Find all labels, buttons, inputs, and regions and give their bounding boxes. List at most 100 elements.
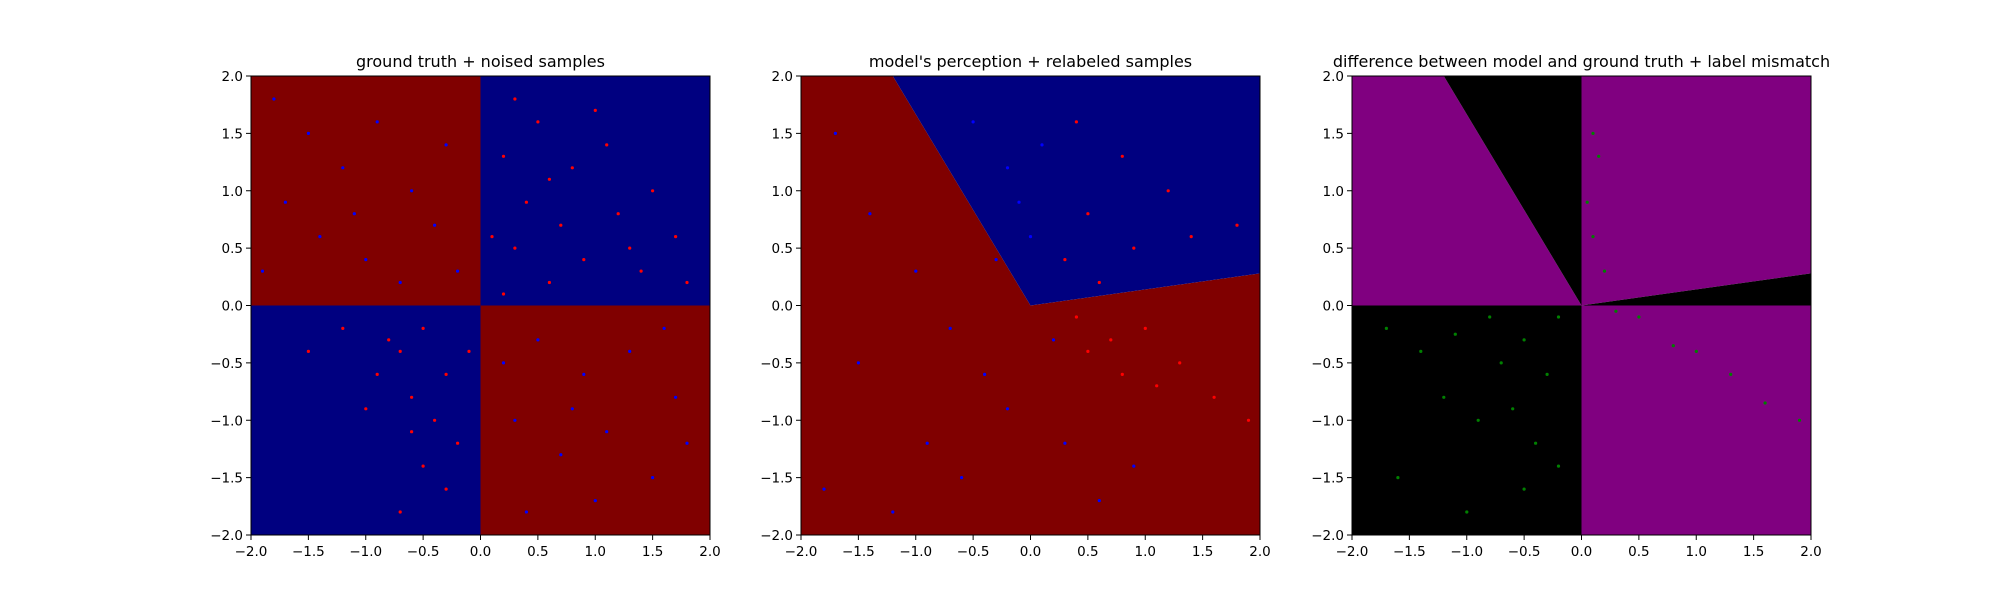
scatter-point-green-23 xyxy=(1522,487,1526,491)
panel-difference: −2.0−2.0 −1.5 −1.5 −1.0 −1.0 −0.5 −0.5 0.0 0.0 0.… xyxy=(1311,52,1830,560)
y-tick-label: −1.5 xyxy=(1311,471,1344,487)
scatter-point-blue-6 xyxy=(833,131,838,135)
scatter-point-red-2 xyxy=(501,154,506,158)
scatter-point-red-6 xyxy=(524,200,529,204)
scatter-point-red-0 xyxy=(1074,120,1078,124)
scatter-point-blue-16 xyxy=(1097,499,1101,503)
y-tick-label: 1.0 xyxy=(1323,184,1344,200)
x-tick-label: −2.0 xyxy=(235,544,268,560)
x-tick-label: −0.5 xyxy=(957,544,990,560)
scatter-point-red-23 xyxy=(410,395,414,399)
x-tick-label: 0.0 xyxy=(470,544,491,560)
scatter-point-red-32 xyxy=(467,349,471,353)
scatter-point-green-21 xyxy=(1476,418,1480,422)
scatter-point-red-4 xyxy=(1132,246,1136,250)
x-tick-label: 0.0 xyxy=(1020,544,1041,560)
x-tick-label: 1.0 xyxy=(1686,544,1707,560)
scatter-point-red-15 xyxy=(685,280,689,285)
y-tick-label: 0.5 xyxy=(772,241,793,257)
scatter-point-blue-7 xyxy=(318,235,322,239)
x-tick-label: −1.0 xyxy=(349,544,382,560)
scatter-point-red-3 xyxy=(570,166,574,170)
region-blue-1 xyxy=(480,76,710,306)
panel-title: model's perception + relabeled samples xyxy=(869,52,1192,71)
scatter-point-blue-13 xyxy=(856,361,861,365)
region-black-3 xyxy=(1581,273,1811,306)
y-tick-label: 0.5 xyxy=(1323,241,1344,257)
scatter-point-green-4 xyxy=(1602,269,1607,273)
y-tick-label: 1.5 xyxy=(1323,126,1344,142)
scatter-point-green-17 xyxy=(1384,326,1388,330)
y-tick-label: 0.5 xyxy=(222,241,243,257)
scatter-point-red-13 xyxy=(547,280,552,285)
scatter-point-blue-6 xyxy=(283,200,287,204)
y-tick-label: −0.5 xyxy=(760,356,793,372)
scatter-point-red-30 xyxy=(410,430,414,434)
y-tick-label: 1.5 xyxy=(222,126,243,142)
scatter-point-red-31 xyxy=(341,326,345,330)
scatter-point-red-19 xyxy=(490,235,494,239)
scatter-point-blue-10 xyxy=(433,223,437,227)
scatter-point-blue-4 xyxy=(1028,235,1033,239)
scatter-point-red-10 xyxy=(1109,338,1113,342)
scatter-point-blue-4 xyxy=(410,189,414,193)
scatter-point-green-3 xyxy=(1591,235,1595,239)
scatter-point-blue-19 xyxy=(891,510,895,514)
x-tick-label: 1.0 xyxy=(1135,544,1156,560)
scatter-point-blue-9 xyxy=(948,326,952,330)
scatter-point-red-27 xyxy=(421,464,425,468)
scatter-point-blue-8 xyxy=(364,258,368,262)
scatter-point-blue-7 xyxy=(868,212,872,216)
x-tick-label: 1.5 xyxy=(642,544,663,560)
scatter-point-green-27 xyxy=(1499,361,1503,365)
x-tick-label: −1.5 xyxy=(842,544,875,560)
scatter-point-blue-0 xyxy=(272,97,276,101)
scatter-point-green-13 xyxy=(1522,338,1526,342)
scatter-point-green-19 xyxy=(1511,407,1515,411)
scatter-point-blue-23 xyxy=(593,499,597,503)
scatter-point-blue-19 xyxy=(559,453,563,457)
x-tick-label: −2.0 xyxy=(785,544,818,560)
scatter-point-green-1 xyxy=(1597,154,1601,158)
scatter-point-blue-26 xyxy=(662,326,666,330)
x-tick-label: −0.5 xyxy=(407,544,440,560)
region-red-0 xyxy=(251,76,481,306)
scatter-point-green-26 xyxy=(1556,464,1561,468)
panel-model-perception: −2.0−2.0 −1.5 −1.5 −1.0 −1.0 −0.5 −0.5 0.0 0.0 0.… xyxy=(760,52,1271,560)
scatter-point-blue-8 xyxy=(914,269,918,273)
scatter-point-green-0 xyxy=(1591,131,1595,135)
scatter-point-red-9 xyxy=(674,235,678,239)
scatter-point-blue-18 xyxy=(513,418,517,422)
scatter-point-blue-1 xyxy=(1005,166,1010,170)
y-tick-label: −1.0 xyxy=(760,413,793,429)
scatter-point-blue-14 xyxy=(822,487,826,491)
scatter-point-blue-25 xyxy=(501,361,506,365)
y-tick-label: −2.0 xyxy=(210,528,243,544)
scatter-point-red-1 xyxy=(536,120,540,124)
scatter-point-red-14 xyxy=(1212,395,1216,399)
scatter-point-blue-2 xyxy=(341,166,345,170)
scatter-point-green-9 xyxy=(1729,372,1733,376)
scatter-point-blue-10 xyxy=(983,372,987,376)
scatter-point-green-25 xyxy=(1396,476,1400,480)
scatter-point-red-5 xyxy=(651,189,655,193)
x-tick-label: 1.0 xyxy=(585,544,606,560)
scatter-point-green-15 xyxy=(1453,332,1457,336)
scatter-point-red-15 xyxy=(1246,418,1251,422)
scatter-point-red-18 xyxy=(628,246,632,250)
scatter-point-blue-21 xyxy=(651,476,655,480)
scatter-point-blue-3 xyxy=(375,120,379,124)
scatter-point-blue-16 xyxy=(628,349,632,353)
scatter-point-red-12 xyxy=(1178,361,1182,365)
scatter-point-green-24 xyxy=(1465,510,1469,514)
x-tick-label: 1.5 xyxy=(1192,544,1213,560)
x-tick-label: −2.0 xyxy=(1336,544,1369,560)
region-purple-2 xyxy=(1581,76,1811,306)
y-tick-label: −2.0 xyxy=(1311,528,1344,544)
scatter-point-red-14 xyxy=(501,292,506,296)
y-tick-label: 1.0 xyxy=(772,184,793,200)
panel-ground-truth: −2.0−2.0 −1.5 −1.5 −1.0 −1.0 −0.5 −0.5 0.0 0.0 0.… xyxy=(210,52,721,560)
scatter-point-red-7 xyxy=(1063,258,1067,262)
y-tick-label: 2.0 xyxy=(1323,69,1344,85)
